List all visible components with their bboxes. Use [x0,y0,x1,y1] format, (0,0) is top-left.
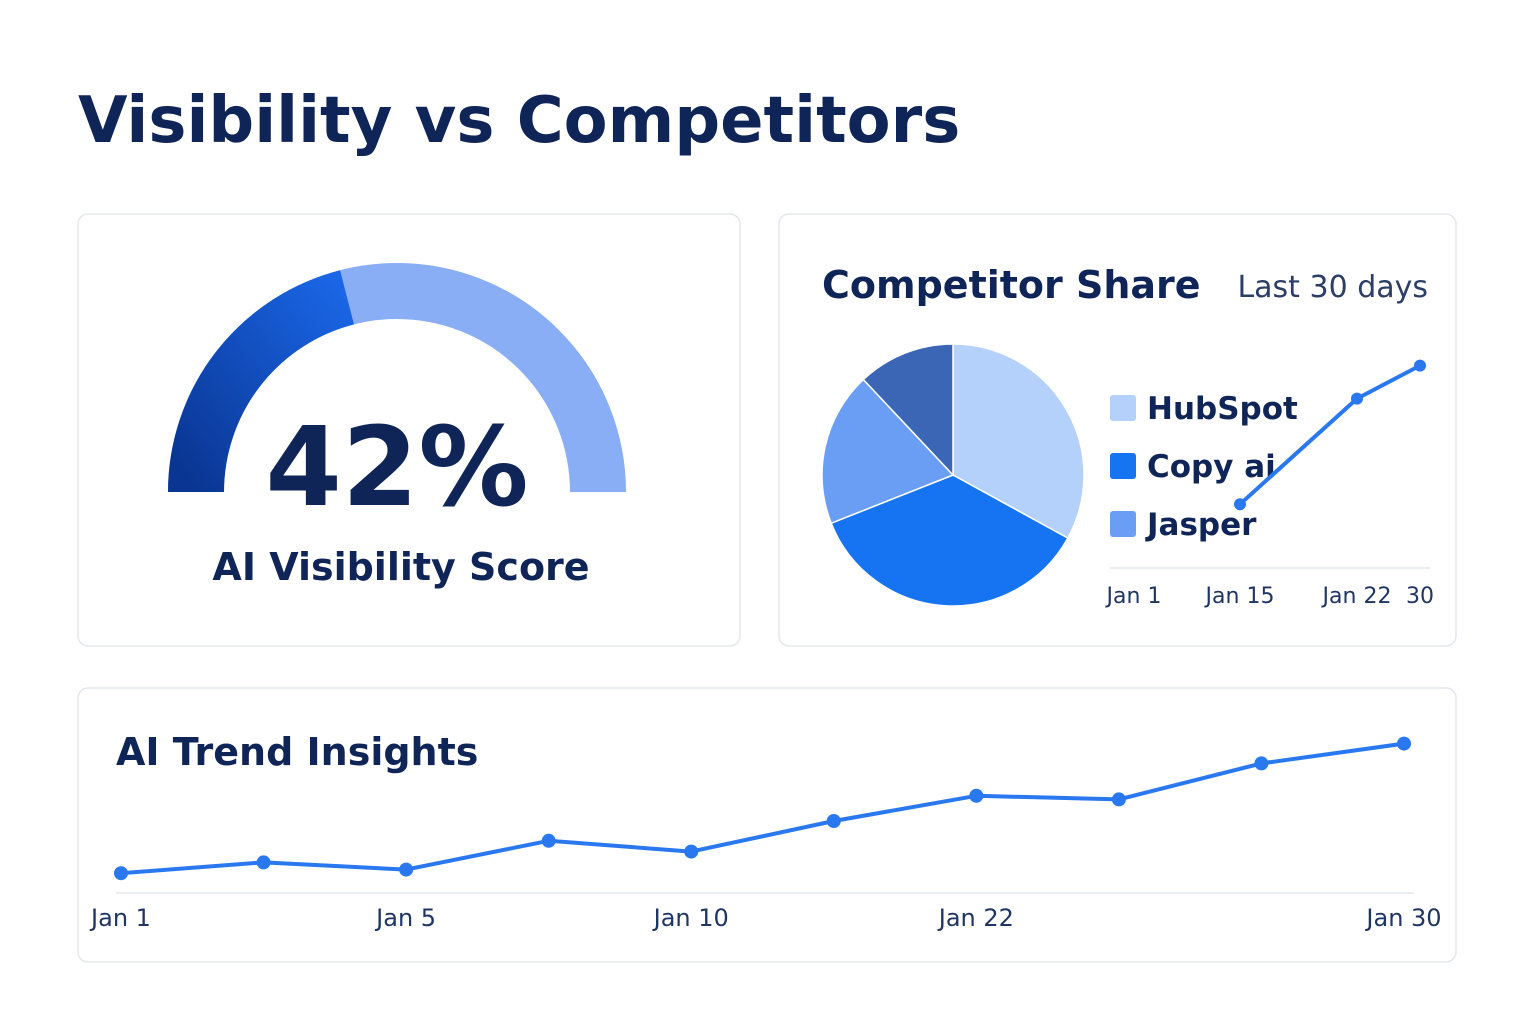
trend-title: AI Trend Insights [116,730,478,774]
gauge-value [168,270,355,493]
share-title: Competitor Share [822,263,1201,307]
gauge-value-label: 42% [265,403,528,531]
share-subtitle: Last 30 days [1237,270,1428,305]
trend-line [120,741,1405,876]
data-point [399,862,414,877]
x-tick-label: Jan 5 [374,904,436,932]
legend-swatch [1110,511,1136,537]
pie-slice [830,474,1069,607]
gauge-label: AI Visibility Score [212,545,589,589]
legend-label: HubSpot [1147,391,1298,427]
data-point [1111,792,1126,807]
x-tick-label: Jan 15 [1204,584,1275,609]
pie-slice [862,343,954,477]
data-point [684,844,699,859]
x-tick-label: Jan 1 [89,904,151,932]
page-title: Visibility vs Competitors [78,84,960,158]
data-point [1234,498,1246,511]
data-point [1254,756,1269,771]
data-point [1351,392,1363,405]
pie-slice [821,378,955,525]
pie-slice [952,343,1085,540]
legend-label: Copy ai [1147,449,1276,485]
data-point [1414,359,1426,372]
data-point [541,833,556,848]
x-tick-label: Jan 10 [652,904,729,932]
data-point [256,855,271,870]
x-tick-label: Jan 30 [1364,904,1441,932]
data-point [114,866,128,881]
data-point [826,814,841,828]
legend-swatch [1110,453,1136,479]
x-tick-label: Jan 1 [1105,584,1162,609]
legend-swatch [1110,395,1136,421]
data-point [969,788,984,803]
data-point [1397,736,1411,751]
x-tick-label: Jan 22 [1321,584,1392,609]
x-tick-label: 30 [1406,584,1434,609]
x-tick-label: Jan 22 [937,904,1014,932]
gauge-card [77,213,741,647]
legend-label: Jasper [1145,507,1257,543]
